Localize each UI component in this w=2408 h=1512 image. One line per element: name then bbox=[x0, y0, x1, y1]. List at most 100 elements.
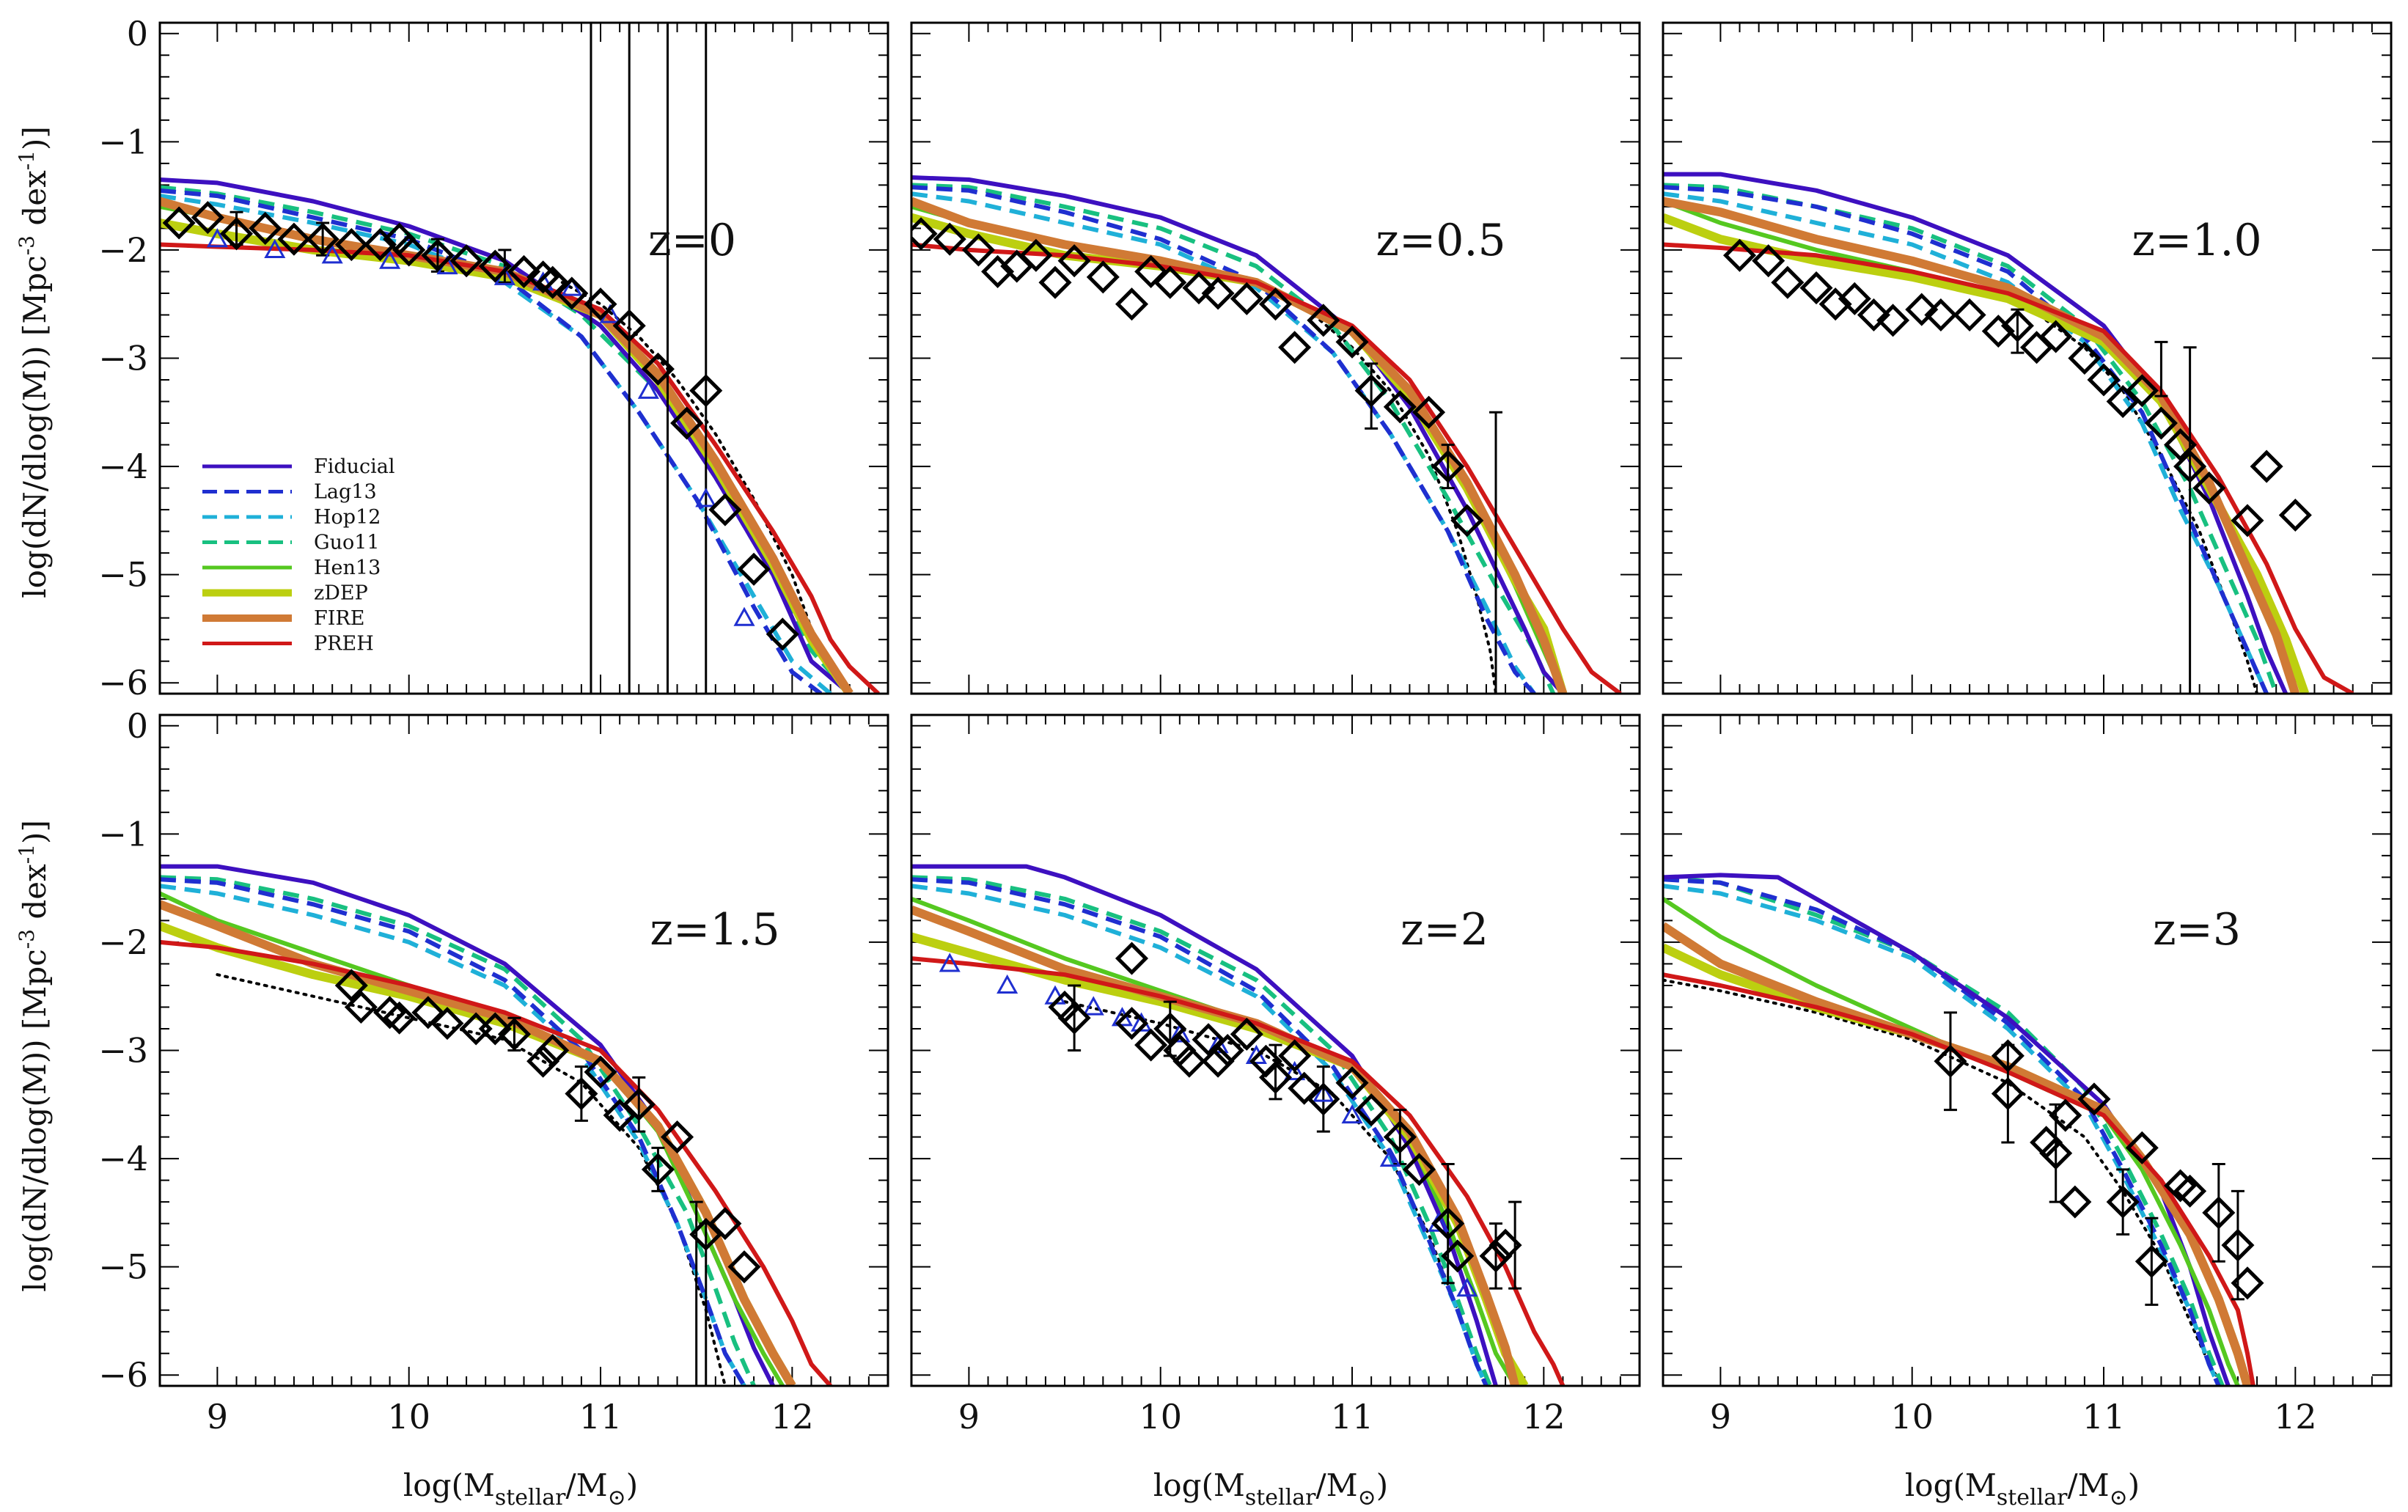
data-diamond bbox=[1383, 1120, 1417, 1154]
data-diamond bbox=[2125, 374, 2159, 408]
data-diamond bbox=[2144, 406, 2178, 440]
panel-plot-area bbox=[160, 864, 832, 1386]
data-diamond bbox=[478, 1012, 512, 1046]
x-tick-label: 9 bbox=[958, 1397, 980, 1436]
series-lag13 bbox=[911, 185, 1536, 694]
x-tick-label: 10 bbox=[387, 1397, 430, 1436]
y-tick-label: −1 bbox=[98, 814, 148, 854]
y-tick-label: −6 bbox=[98, 663, 148, 702]
y-tick-label: −2 bbox=[98, 230, 148, 270]
data-diamond bbox=[2231, 504, 2264, 537]
series-obs bbox=[1312, 313, 1497, 694]
panel-plot-area bbox=[911, 864, 1565, 1386]
data-diamond bbox=[689, 374, 723, 408]
data-diamond bbox=[2164, 428, 2198, 462]
data-diamond bbox=[421, 238, 455, 272]
data-diamond bbox=[584, 1055, 617, 1089]
panel-3: z=1.0 bbox=[1662, 21, 2393, 695]
redshift-label: z=3 bbox=[2153, 904, 2241, 955]
x-axis-label-left: log(Mstellar/M⊙) bbox=[403, 1467, 638, 1511]
data-diamond bbox=[933, 222, 966, 256]
x-axis-label-middle: log(Mstellar/M⊙) bbox=[1153, 1467, 1388, 1511]
y-tick-label: −5 bbox=[98, 1247, 148, 1287]
data-diamond bbox=[2068, 341, 2102, 375]
data-diamond bbox=[1172, 1044, 1206, 1078]
data-diamond bbox=[1981, 315, 2015, 348]
data-diamond bbox=[1192, 1023, 1225, 1057]
data-diamond bbox=[2125, 1131, 2159, 1164]
data-diamond bbox=[1057, 1001, 1091, 1035]
data-diamond bbox=[191, 201, 224, 235]
data-diamond bbox=[1038, 265, 1072, 299]
data-triangle bbox=[206, 228, 228, 248]
data-diamond bbox=[1857, 298, 1890, 332]
x-tick-label: 10 bbox=[1890, 1397, 1934, 1436]
data-diamond bbox=[449, 244, 483, 278]
data-triangle bbox=[321, 244, 343, 264]
panel-frame bbox=[1662, 713, 2393, 1387]
series-fire bbox=[1663, 922, 2252, 1386]
data-diamond bbox=[1153, 265, 1187, 299]
data-diamond bbox=[2250, 449, 2283, 483]
y-axis-label-text: log(dN/dlog(M)) [Mpc-3 dex-1)] bbox=[15, 126, 53, 598]
data-diamond bbox=[1799, 271, 1833, 305]
panel-frame bbox=[1662, 21, 2393, 695]
data-diamond bbox=[1201, 1044, 1235, 1078]
data-diamond bbox=[1182, 271, 1216, 305]
data-diamond bbox=[1876, 304, 1910, 337]
data-triangle bbox=[1284, 1060, 1306, 1081]
series-lag13 bbox=[160, 188, 823, 694]
data-diamond bbox=[277, 222, 311, 256]
data-diamond bbox=[708, 493, 742, 526]
data-diamond bbox=[1752, 244, 1785, 278]
data-triangle bbox=[1313, 1082, 1335, 1102]
y-tick-label: −4 bbox=[98, 447, 148, 486]
series-fiducial bbox=[1663, 172, 2288, 694]
x-tick-label: 9 bbox=[1710, 1397, 1731, 1436]
data-diamond bbox=[1211, 1033, 1244, 1068]
series-preh bbox=[1663, 972, 2255, 1386]
y-tick-label: 0 bbox=[127, 706, 148, 746]
y-tick-label: −2 bbox=[98, 922, 148, 962]
data-diamond bbox=[1019, 238, 1053, 272]
data-diamond bbox=[526, 260, 560, 294]
data-diamond bbox=[766, 617, 799, 651]
data-diamond bbox=[1258, 287, 1293, 321]
redshift-label: z=1.5 bbox=[650, 904, 779, 955]
panel-5: 9 10 11 12 z=2 bbox=[910, 713, 1641, 1436]
data-diamond bbox=[1412, 395, 1446, 429]
data-triangle bbox=[1341, 1104, 1363, 1124]
x-tick-label: 12 bbox=[2274, 1397, 2317, 1436]
data-diamond bbox=[1057, 244, 1091, 278]
y-tick-label: −4 bbox=[98, 1139, 148, 1178]
data-diamond bbox=[373, 996, 407, 1030]
y-axis-label-top: log(dN/dlog(M)) [Mpc-3 dex-1)] bbox=[15, 126, 53, 598]
data-diamond bbox=[1335, 325, 1369, 359]
data-diamond bbox=[219, 217, 254, 251]
data-diamond bbox=[1991, 1076, 2025, 1111]
y-tick-label: 0 bbox=[127, 14, 148, 54]
data-diamond bbox=[2077, 1082, 2111, 1116]
data-diamond bbox=[1441, 1239, 1475, 1273]
data-diamond bbox=[622, 1087, 656, 1121]
legend-label-fire: FIRE bbox=[314, 607, 364, 630]
data-diamond bbox=[1115, 287, 1149, 321]
data-diamond bbox=[1134, 1028, 1168, 1062]
data-diamond bbox=[478, 249, 512, 283]
panel-frame bbox=[910, 21, 1641, 695]
data-diamond bbox=[565, 1076, 598, 1111]
series-fire bbox=[160, 197, 854, 694]
x-tick-label: 10 bbox=[1139, 1397, 1182, 1436]
redshift-label: z=1.0 bbox=[2132, 215, 2261, 266]
data-diamond bbox=[1383, 390, 1417, 424]
panel-plot-area bbox=[911, 175, 1622, 694]
data-diamond bbox=[2039, 1137, 2073, 1170]
data-diamond bbox=[2231, 1266, 2264, 1300]
data-diamond bbox=[1258, 1060, 1293, 1094]
data-diamond bbox=[612, 309, 646, 342]
data-diamond bbox=[430, 1007, 464, 1041]
data-diamond bbox=[1307, 1082, 1340, 1116]
data-diamond bbox=[1288, 1071, 1321, 1105]
series-hop12 bbox=[911, 884, 1489, 1386]
